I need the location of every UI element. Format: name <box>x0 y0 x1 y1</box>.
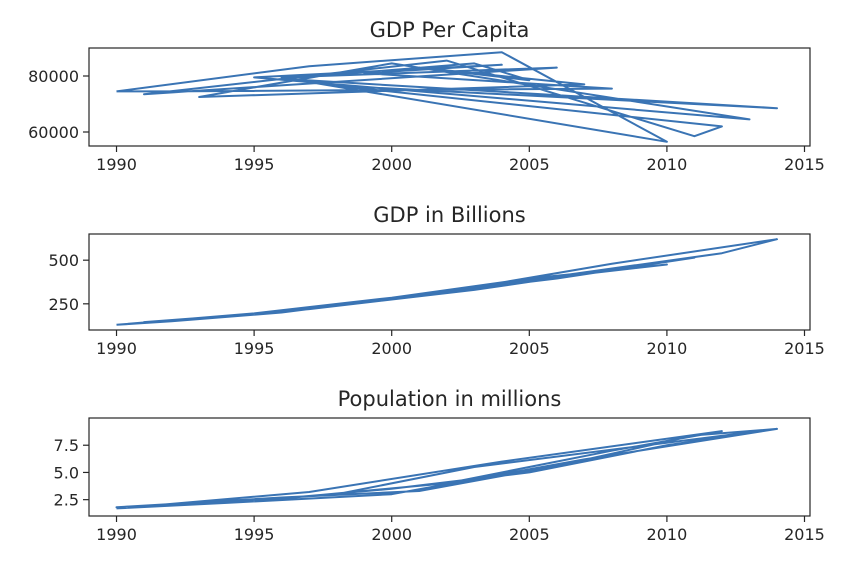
gdp-in-billions-plot-frame <box>88 233 811 331</box>
gdp-per-capita-series-line-0 <box>116 51 778 143</box>
gdp-per-capita-y-tick-label: 80000 <box>28 67 79 86</box>
gdp-per-capita-x-tick-label: 2000 <box>371 155 412 174</box>
population-y-tick-label: 2.5 <box>54 491 79 510</box>
gdp-per-capita-panel: GDP Per Capita 1990 1995 2000 2005 2010 2015 60… <box>28 18 825 174</box>
population-plot-frame <box>88 417 811 517</box>
gdp-per-capita-x-tick-label: 2005 <box>509 155 550 174</box>
gdp-in-billions-x-tick-label: 1990 <box>96 339 137 358</box>
population-x-tick-label: 2015 <box>784 525 825 544</box>
gdp-in-billions-x-tick-label: 2005 <box>509 339 550 358</box>
gdp-in-billions-x-tick-label: 1995 <box>234 339 275 358</box>
gdp-in-billions-title: GDP in Billions <box>373 203 525 227</box>
population-panel: Population in millions 1990 1995 2000 2005 20… <box>54 387 825 544</box>
gdp-in-billions-panel: GDP in Billions 1990 1995 2000 2005 2010 2015 2… <box>48 203 824 358</box>
gdp-in-billions-y-tick-label: 500 <box>48 251 79 270</box>
gdp-per-capita-x-tick-label: 2010 <box>647 155 688 174</box>
population-y-tick-label: 7.5 <box>54 436 79 455</box>
population-y-tick-label: 5.0 <box>54 463 79 482</box>
population-x-tick-label: 2005 <box>509 525 550 544</box>
gdp-per-capita-x-tick-label: 1995 <box>234 155 275 174</box>
population-x-tick-label: 1995 <box>234 525 275 544</box>
population-x-tick-label: 2000 <box>371 525 412 544</box>
gdp-in-billions-series-line-0 <box>116 238 778 326</box>
population-x-tick-label: 2010 <box>647 525 688 544</box>
population-title: Population in millions <box>338 387 562 411</box>
gdp-per-capita-title: GDP Per Capita <box>370 18 530 42</box>
population-series-line-0 <box>115 427 778 510</box>
gdp-in-billions-x-tick-label: 2010 <box>647 339 688 358</box>
gdp-per-capita-plot-frame <box>88 47 811 147</box>
gdp-in-billions-y-tick-label: 250 <box>48 295 79 314</box>
gdp-in-billions-x-tick-label: 2000 <box>371 339 412 358</box>
gdp-in-billions-x-tick-label: 2015 <box>784 339 825 358</box>
gdp-per-capita-y-tick-label: 60000 <box>28 123 79 142</box>
gdp-per-capita-x-tick-label: 2015 <box>784 155 825 174</box>
population-x-tick-label: 1990 <box>96 525 137 544</box>
gdp-per-capita-x-tick-label: 1990 <box>96 155 137 174</box>
